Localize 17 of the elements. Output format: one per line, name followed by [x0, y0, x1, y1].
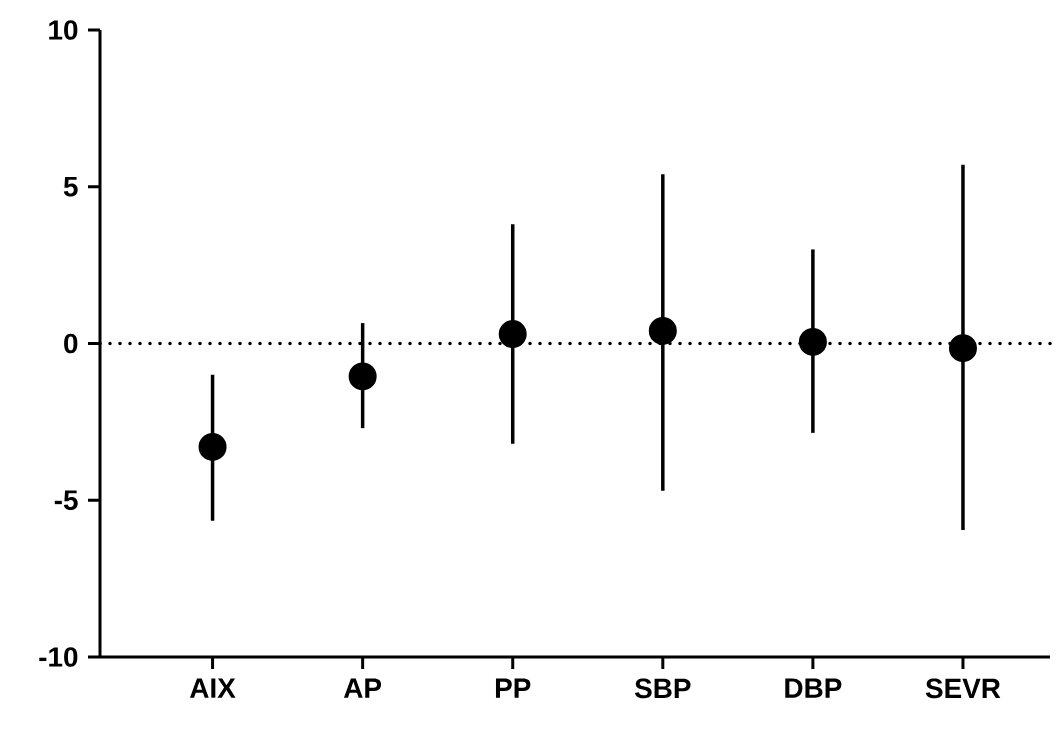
point	[348, 362, 377, 391]
y-tick-label: 10	[49, 20, 78, 40]
x-tick-label: AIX	[190, 678, 236, 698]
y-tick-label: -5	[54, 490, 78, 510]
point	[648, 316, 677, 345]
y-tick-label: 0	[64, 333, 78, 354]
x-tick-label: SBP	[634, 678, 691, 699]
point	[198, 432, 227, 461]
x-tick-label: AP	[343, 678, 382, 698]
point	[498, 320, 527, 349]
point	[798, 327, 827, 356]
y-tick-label: -10	[39, 647, 78, 667]
x-tick-label: SEVR	[925, 678, 1001, 699]
point	[948, 334, 977, 363]
y-tick-label: 5	[63, 177, 78, 197]
x-tick-label: PP	[495, 678, 531, 698]
x-tick-label: DBP	[785, 678, 842, 698]
